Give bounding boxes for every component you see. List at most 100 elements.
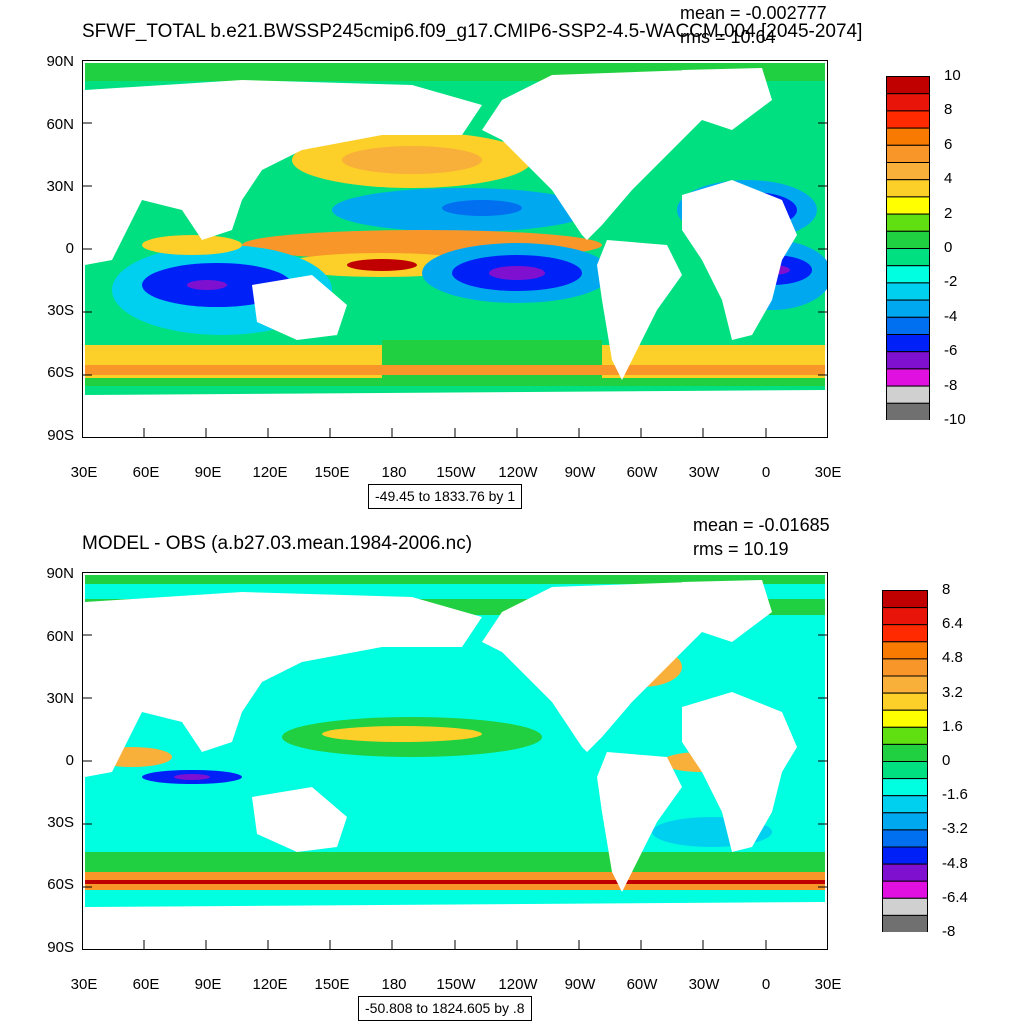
lat-label: 30N bbox=[46, 690, 74, 707]
colorbar-label: 0 bbox=[942, 752, 951, 769]
colorbar-swatch bbox=[882, 590, 928, 609]
colorbar-label: 4.8 bbox=[942, 649, 963, 667]
lon-label: 90E bbox=[194, 976, 222, 993]
lat-label: 90S bbox=[47, 939, 74, 956]
colorbar-swatch bbox=[886, 162, 930, 181]
colorbar-swatch bbox=[886, 127, 930, 146]
colorbar-swatch bbox=[886, 213, 930, 232]
lon-label: 150E bbox=[314, 464, 350, 481]
lon-label: 150W bbox=[436, 976, 476, 993]
lon-label: 60E bbox=[132, 464, 160, 481]
colorbar-swatch bbox=[882, 726, 928, 745]
colorbar-label: 3.2 bbox=[942, 683, 963, 701]
lat-label: 60N bbox=[46, 628, 74, 645]
colorbar-label: 10 bbox=[944, 67, 961, 84]
lon-label: 60W bbox=[626, 976, 658, 993]
lon-label: 120E bbox=[252, 464, 288, 481]
lon-label: 90W bbox=[564, 464, 596, 481]
world-map bbox=[82, 60, 828, 438]
colorbar-label: -6.4 bbox=[942, 888, 968, 906]
colorbar-label: -1.6 bbox=[942, 786, 968, 804]
colorbar-swatch bbox=[886, 76, 930, 95]
colorbar-label: 8 bbox=[944, 101, 953, 119]
colorbar-swatch bbox=[886, 351, 930, 370]
lon-label: 150E bbox=[314, 976, 350, 993]
colorbar-label: -3.2 bbox=[942, 820, 968, 838]
lon-label: 0 bbox=[761, 976, 771, 993]
lon-label: 30E bbox=[70, 976, 98, 993]
colorbar-label: -2 bbox=[944, 273, 958, 291]
colorbar-swatch bbox=[882, 863, 928, 882]
colorbar-swatch bbox=[882, 607, 928, 626]
tick-marks bbox=[82, 634, 828, 950]
lon-label: 30E bbox=[814, 464, 842, 481]
map-title: SFWF_TOTAL b.e21.BWSSP245cmip6.f09_g17.C… bbox=[82, 21, 863, 42]
lat-label: 0 bbox=[65, 752, 74, 769]
colorbar-swatch bbox=[882, 897, 928, 916]
lon-label: 30W bbox=[688, 464, 720, 481]
colorbar-swatch bbox=[882, 641, 928, 660]
colorbar-label: 4 bbox=[944, 170, 953, 188]
map-title: MODEL - OBS (a.b27.03.mean.1984-2006.nc) bbox=[82, 533, 473, 554]
colorbar-label: -8 bbox=[944, 376, 958, 394]
mean-value: mean = -0.01685 bbox=[693, 515, 830, 535]
colorbar-label: 8 bbox=[942, 581, 951, 598]
colorbar-swatch bbox=[886, 110, 930, 129]
colorbar-swatch bbox=[882, 624, 928, 643]
colorbar-swatch bbox=[886, 230, 930, 250]
colorbar-swatch bbox=[882, 914, 928, 932]
colorbar-swatch bbox=[882, 658, 928, 677]
lon-label: 30W bbox=[688, 976, 720, 993]
lat-label: 30N bbox=[46, 178, 74, 195]
colorbar-swatch bbox=[882, 829, 928, 848]
lon-label: 90W bbox=[564, 976, 596, 993]
colorbar-swatch bbox=[882, 709, 928, 728]
lat-label: 90S bbox=[47, 427, 74, 444]
lat-label: 60N bbox=[46, 116, 74, 133]
colorbar-swatch bbox=[886, 265, 930, 284]
colorbar-swatch bbox=[886, 144, 930, 164]
colorbar-swatch bbox=[886, 93, 930, 112]
colorbar bbox=[882, 590, 928, 932]
colorbar-label: 6 bbox=[944, 135, 953, 153]
colorbar-swatch bbox=[886, 334, 930, 353]
map-panel-bottom: MODEL - OBS (a.b27.03.mean.1984-2006.nc)… bbox=[0, 512, 1024, 1024]
colorbar-label: -8 bbox=[942, 923, 956, 940]
colorbar-swatch bbox=[882, 761, 928, 780]
lon-label: 60W bbox=[626, 464, 658, 481]
lat-label: 0 bbox=[65, 240, 74, 257]
land-mask bbox=[85, 68, 825, 435]
colorbar-swatch bbox=[882, 675, 928, 694]
colorbar-swatch bbox=[882, 778, 928, 797]
colorbar-label: 1.6 bbox=[942, 717, 963, 735]
colorbar-swatch bbox=[886, 196, 930, 215]
colorbar-swatch bbox=[886, 368, 930, 387]
colorbar-label: -4.8 bbox=[942, 854, 968, 872]
colorbar-swatch bbox=[886, 299, 930, 318]
lat-label: 30S bbox=[47, 814, 74, 831]
colorbar-label: -10 bbox=[944, 411, 966, 428]
tick-marks bbox=[82, 60, 828, 438]
contour-range-label: -49.45 to 1833.76 by 1 bbox=[368, 484, 523, 509]
lon-label: 0 bbox=[761, 464, 771, 481]
lon-label: 90E bbox=[194, 464, 222, 481]
rms-value: rms = 10.64 bbox=[680, 27, 776, 47]
lat-label: 30S bbox=[47, 302, 74, 319]
colorbar-label: 2 bbox=[944, 204, 953, 222]
lat-label: 60S bbox=[47, 364, 74, 381]
colorbar-label: 0 bbox=[944, 239, 953, 256]
map-panel-top: SFWF_TOTAL b.e21.BWSSP245cmip6.f09_g17.C… bbox=[46, 3, 966, 509]
lat-label: 90N bbox=[46, 53, 74, 70]
lon-label: 30E bbox=[70, 464, 98, 481]
lat-label: 90N bbox=[46, 565, 74, 582]
colorbar-label: 6.4 bbox=[942, 615, 963, 633]
lon-label: 150W bbox=[436, 464, 476, 481]
world-map bbox=[82, 572, 828, 950]
colorbar-label: -6 bbox=[944, 342, 958, 360]
lon-label: 120E bbox=[252, 976, 288, 993]
colorbar-swatch bbox=[882, 795, 928, 814]
mean-value: mean = -0.002777 bbox=[680, 3, 827, 23]
colorbar-swatch bbox=[886, 385, 930, 404]
lon-label: 60E bbox=[132, 976, 160, 993]
lon-label: 120W bbox=[498, 976, 538, 993]
